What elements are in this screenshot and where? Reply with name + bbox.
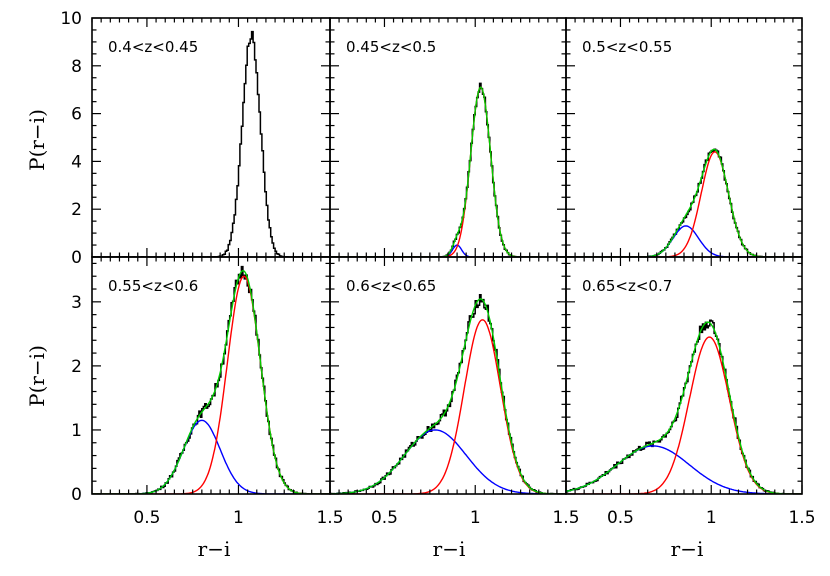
- blue-component-curve: [566, 225, 802, 257]
- total-fit-curve: [566, 148, 802, 257]
- histogram-line: [566, 148, 802, 257]
- panel-1: 0.4<z<0.45 0 2 4 6 8 10: [60, 9, 331, 268]
- panel-label: 0.4<z<0.45: [108, 38, 198, 56]
- x-tick-label: 0.5: [133, 508, 160, 528]
- blue-component-curve: [92, 419, 330, 494]
- x-tick-label: 1.5: [788, 508, 815, 528]
- x-tick-label: 1.5: [552, 508, 579, 528]
- y-tick-label: 8: [71, 57, 82, 77]
- x-tick-label: 1: [470, 508, 481, 528]
- plot-area: [566, 319, 802, 494]
- plot-area: [92, 30, 330, 257]
- total-fit-curve: [566, 321, 802, 494]
- y-tick-label: 1: [71, 421, 82, 441]
- y-tick-label: 0: [71, 248, 82, 268]
- total-fit-curve: [92, 269, 330, 494]
- x-tick-label: 0.5: [607, 508, 634, 528]
- panel-2: 0.45<z<0.5: [329, 17, 567, 258]
- total-fit-curve: [330, 298, 566, 494]
- blue-component-curve: [566, 445, 802, 494]
- plot-area: [92, 265, 330, 494]
- red-component-curve: [566, 336, 802, 494]
- panel-3: 0.5<z<0.55: [565, 17, 803, 258]
- ylabel-bottom: P(r−i): [25, 345, 49, 407]
- panel-label: 0.5<z<0.55: [582, 38, 672, 56]
- plot-area: [330, 82, 566, 257]
- blue-component-curve: [330, 429, 566, 494]
- y-tick-label: 3: [71, 293, 82, 313]
- histogram-line: [566, 319, 802, 494]
- y-tick-label: 2: [71, 357, 82, 377]
- red-component-curve: [566, 151, 802, 257]
- red-component-curve: [330, 86, 566, 257]
- plot-area: [330, 293, 566, 494]
- y-tick-label: 0: [71, 485, 82, 505]
- red-component-curve: [92, 275, 330, 494]
- x-tick-label: 0.5: [371, 508, 398, 528]
- plot-area: [566, 148, 802, 257]
- panel-6: 0.65<z<0.7 0.5 1 1.5: [565, 256, 816, 528]
- x-tick-label: 1: [706, 508, 717, 528]
- x-tick-label: 1.5: [316, 508, 343, 528]
- xlabel-1: r−i: [198, 537, 231, 561]
- x-tick-label: 1: [233, 508, 244, 528]
- histogram-line: [330, 82, 566, 257]
- xlabel-3: r−i: [671, 537, 704, 561]
- panel-label: 0.6<z<0.65: [346, 277, 436, 295]
- ylabel-top: P(r−i): [25, 109, 49, 171]
- y-tick-label: 4: [71, 152, 82, 172]
- panel-label: 0.65<z<0.7: [582, 277, 672, 295]
- y-tick-label: 2: [71, 200, 82, 220]
- panel-label: 0.45<z<0.5: [346, 38, 436, 56]
- panel-label: 0.55<z<0.6: [108, 277, 198, 295]
- y-tick-label: 10: [60, 9, 82, 29]
- total-fit-curve: [330, 86, 566, 257]
- histogram-line: [92, 30, 330, 257]
- y-tick-label: 6: [71, 105, 82, 125]
- histogram-line: [92, 265, 330, 494]
- panel-5: 0.6<z<0.65 0.5 1 1.5: [329, 256, 580, 528]
- panel-4: 0.55<z<0.6 0 1 2 3 0.5 1 1.5: [71, 256, 344, 528]
- xlabel-2: r−i: [433, 537, 466, 561]
